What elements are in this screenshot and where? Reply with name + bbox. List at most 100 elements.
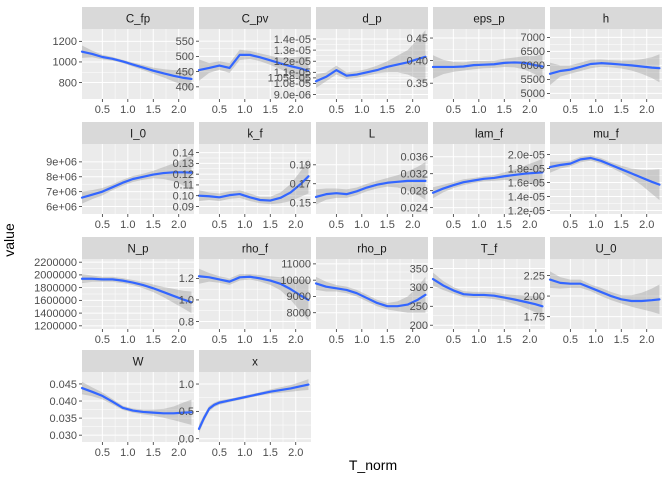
series-line <box>80 277 193 304</box>
panel-bg <box>433 259 545 329</box>
x-tick-label: 1.0 <box>471 334 486 346</box>
x-tick-label: 1.5 <box>146 447 161 459</box>
x-tick-label: 2.0 <box>288 219 303 231</box>
x-tick-label: 0.5 <box>95 219 110 231</box>
x-tick-label: 1.0 <box>354 219 369 231</box>
x-tick-label: 1.5 <box>263 104 278 116</box>
y-tick-label: 550 <box>176 36 194 48</box>
x-tick-label: 0.5 <box>563 219 578 231</box>
y-tick-label: 2000000 <box>34 270 77 282</box>
panel-x: x 0.0 0.5 1.0 0.5 1.0 1.5 2.0 <box>179 350 311 459</box>
x-tick-label: 1.5 <box>614 104 629 116</box>
y-tick-label: 7e+06 <box>46 186 77 198</box>
strip-bg <box>199 350 311 372</box>
x-tick-label: 1.5 <box>146 104 161 116</box>
x-tick-label: 1.5 <box>263 219 278 231</box>
x-tick-label: 1.0 <box>354 104 369 116</box>
strip-label: rho_f <box>242 244 269 256</box>
y-tick-label: 0.13 <box>173 158 194 170</box>
x-tick-label: 2.0 <box>639 104 654 116</box>
y-tick-label: 0.030 <box>49 430 77 442</box>
strip-bg <box>316 237 428 259</box>
strip-bg <box>316 7 428 29</box>
y-tick-label: 0.045 <box>49 379 77 391</box>
x-tick-label: 1.5 <box>497 104 512 116</box>
y-axis-title: value <box>1 223 17 257</box>
y-tick-label: 6e+06 <box>46 201 77 213</box>
panel-N_p: N_p 1200000140000016000001800000200000022… <box>34 237 194 346</box>
x-tick-label: 2.0 <box>288 104 303 116</box>
x-tick-label: 1.0 <box>237 447 252 459</box>
y-tick-label: 5000 <box>521 88 545 100</box>
panel-d_p: d_p9.0e-061.0e-051.05e-051.1e-051.2e-051… <box>268 7 428 116</box>
x-tick-label: 1.0 <box>120 334 135 346</box>
y-tick-label: 5500 <box>521 74 545 86</box>
strip-bg <box>433 237 545 259</box>
y-tick-label: 1.05e-05 <box>268 73 311 85</box>
x-tick-label: 1.5 <box>146 334 161 346</box>
y-tick-label: 0.035 <box>49 413 77 425</box>
y-tick-label: 2.25 <box>524 270 545 282</box>
x-tick-label: 0.5 <box>446 219 461 231</box>
y-tick-label: 9e+06 <box>46 157 77 169</box>
panel-I_0: I_0 6e+06 7e+06 8e+06 9e+06 0.5 1.0 1.5 2.0 <box>46 122 194 231</box>
x-tick-label: 1.0 <box>588 334 603 346</box>
strip-bg <box>433 7 545 29</box>
strip-label: W <box>133 357 144 369</box>
confidence-band <box>316 276 426 313</box>
x-tick-label: 0.5 <box>329 104 344 116</box>
panel-bg <box>199 259 311 329</box>
strip-label: h <box>603 14 609 26</box>
x-tick-label: 1.0 <box>588 219 603 231</box>
series-line <box>197 275 310 302</box>
x-tick-label: 0.5 <box>563 104 578 116</box>
x-tick-label: 1.5 <box>380 219 395 231</box>
x-tick-label: 1.5 <box>263 334 278 346</box>
confidence-band <box>550 54 660 85</box>
panel-C_pv: C_pv 400 450 500 550 0.5 1.0 1.5 2.0 <box>176 7 311 116</box>
panel-h: h 5000 5500 6000 6500 7000 0.5 1.0 1.5 2.0 <box>521 7 662 116</box>
y-tick-label: 7000 <box>521 32 545 44</box>
series-line <box>548 156 661 186</box>
x-axis-title: T_norm <box>349 457 397 473</box>
x-tick-label: 1.0 <box>354 334 369 346</box>
x-tick-label: 0.5 <box>446 104 461 116</box>
strip-bg <box>550 7 662 29</box>
y-tick-label: 1.4e-05 <box>274 34 311 46</box>
x-tick-label: 0.5 <box>95 447 110 459</box>
panel-eps_p: eps_p 0.35 0.40 0.45 0.5 1.0 1.5 2.0 <box>407 7 545 116</box>
x-tick-label: 0.5 <box>563 334 578 346</box>
strip-label: C_pv <box>242 14 269 26</box>
x-tick-label: 1.0 <box>237 219 252 231</box>
series-line <box>197 53 310 73</box>
y-tick-label: 1.2e-05 <box>508 205 545 217</box>
y-tick-label: 0.40 <box>407 55 428 67</box>
y-tick-label: 0.09 <box>173 201 194 213</box>
panel-lam_f: lam_f 0.024 0.028 0.032 0.036 0.5 1.0 1.5 2.0 <box>400 122 545 231</box>
x-tick-label: 1.0 <box>120 219 135 231</box>
x-tick-label: 1.5 <box>146 219 161 231</box>
confidence-band <box>199 159 309 205</box>
panel-bg <box>199 372 311 442</box>
y-tick-label: 500 <box>176 51 194 63</box>
x-tick-label: 2.0 <box>288 447 303 459</box>
strip-bg <box>199 237 311 259</box>
y-tick-label: 9000 <box>287 291 311 303</box>
x-tick-label: 0.5 <box>329 219 344 231</box>
y-tick-label: 1.0 <box>179 295 194 307</box>
series-line <box>80 171 193 199</box>
y-tick-label: 0.0 <box>179 434 194 446</box>
strip-bg <box>82 122 194 144</box>
strip-bg <box>199 7 311 29</box>
confidence-band <box>433 54 543 79</box>
y-tick-label: 0.5 <box>179 406 194 418</box>
strip-bg <box>199 122 311 144</box>
x-tick-label: 2.0 <box>171 447 186 459</box>
y-tick-label: 1.3e-05 <box>274 45 311 57</box>
x-tick-label: 1.0 <box>237 334 252 346</box>
y-tick-label: 1400000 <box>34 308 77 320</box>
series-line <box>431 61 544 69</box>
x-tick-label: 1.0 <box>120 104 135 116</box>
confidence-band <box>550 155 660 200</box>
x-tick-label: 1.5 <box>263 447 278 459</box>
